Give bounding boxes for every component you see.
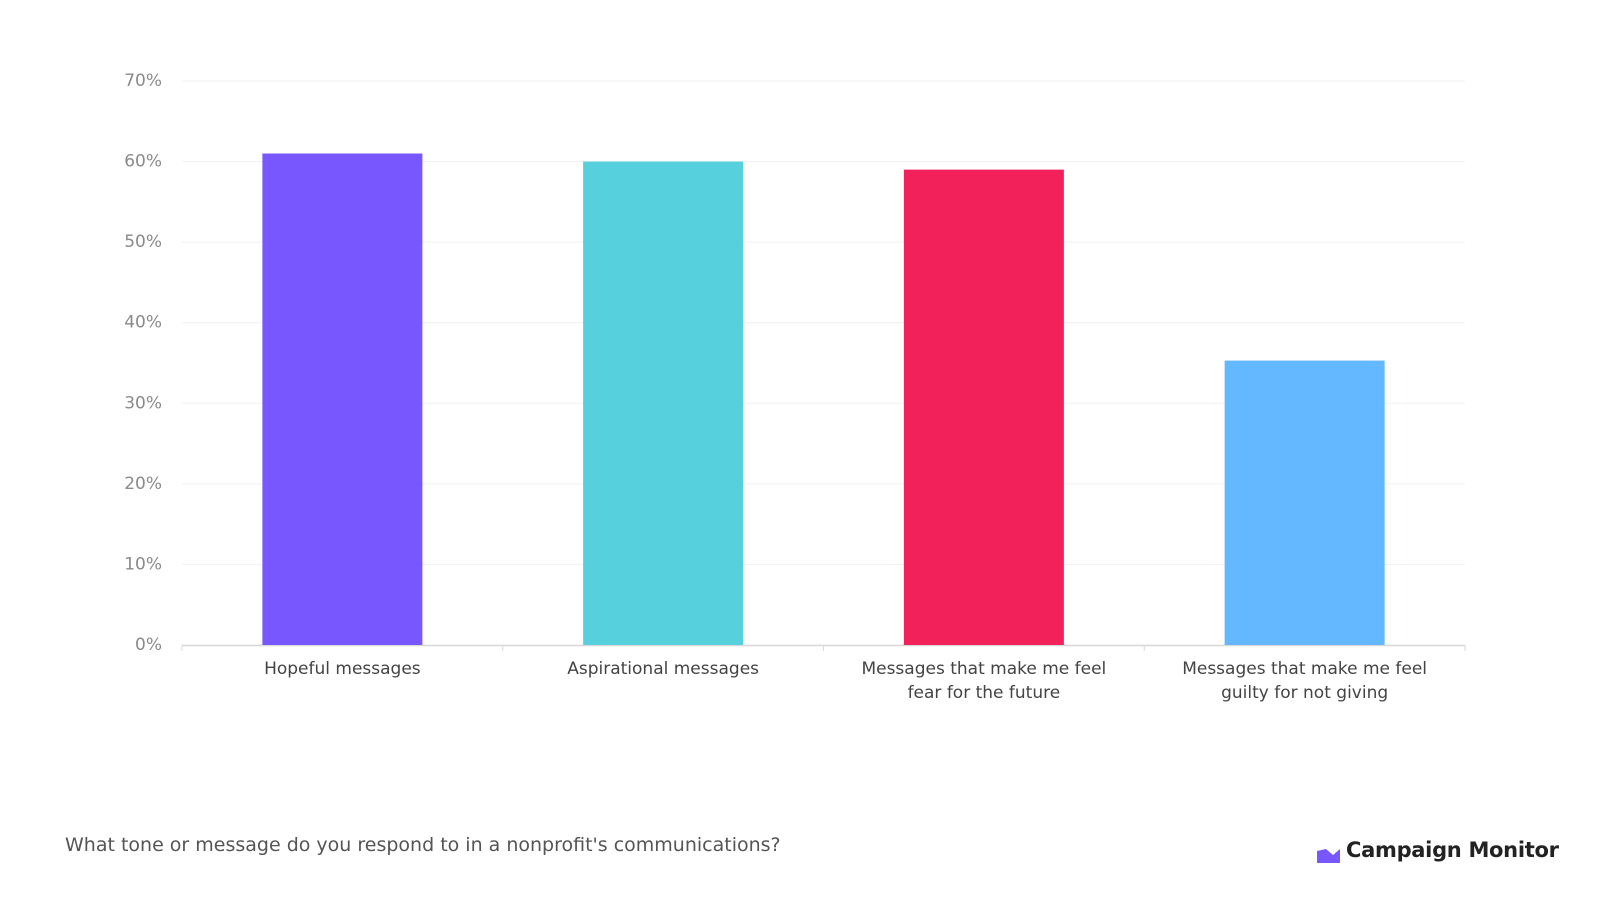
bar: [903, 169, 1064, 645]
bar: [262, 153, 423, 645]
y-tick-label: 60%: [124, 152, 162, 172]
y-tick-label: 10%: [124, 554, 162, 574]
y-tick-label: 0%: [135, 635, 162, 655]
y-tick-label: 70%: [124, 71, 162, 91]
y-tick-label: 20%: [124, 474, 162, 494]
caption: What tone or message do you respond to i…: [65, 834, 781, 856]
x-tick-label: Messages that make me feel guilty for no…: [1182, 659, 1428, 703]
bar: [583, 161, 744, 646]
y-tick-label: 40%: [124, 313, 162, 333]
bar: [1224, 360, 1385, 645]
y-tick-label: 30%: [124, 393, 162, 413]
brand-name: Campaign Monitor: [1346, 838, 1559, 862]
x-tick-label: Messages that make me feel fear for the …: [861, 659, 1107, 703]
y-tick-label: 50%: [124, 232, 162, 252]
x-tick-label: Hopeful messages: [264, 659, 421, 679]
brand-logo: [1317, 849, 1340, 863]
x-tick-label: Aspirational messages: [567, 659, 760, 679]
